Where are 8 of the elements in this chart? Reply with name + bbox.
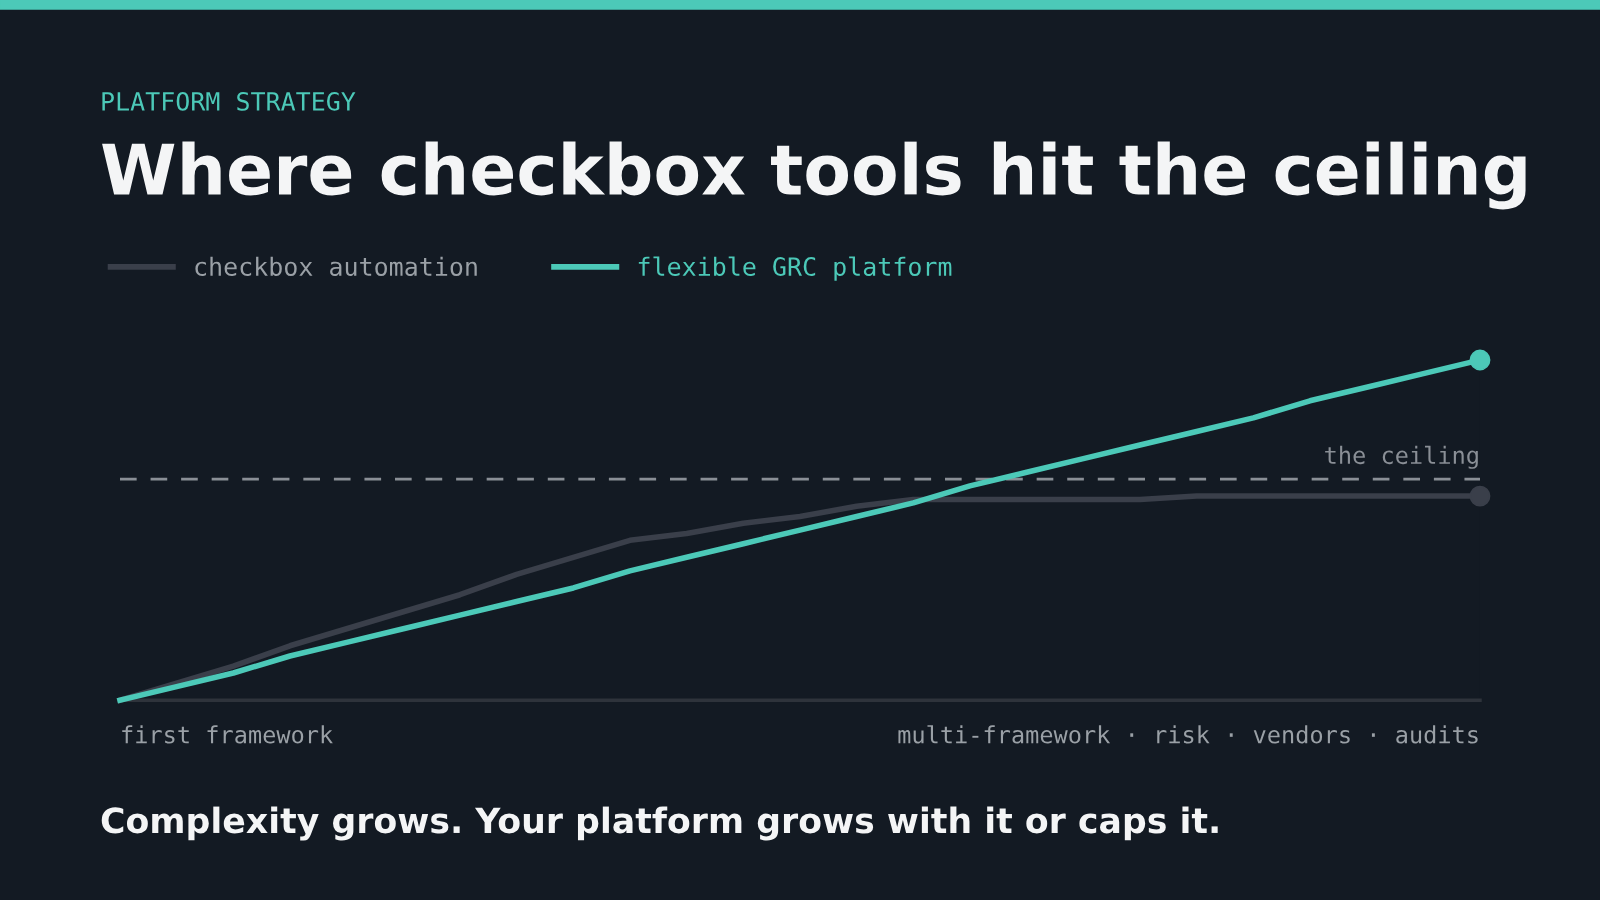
text: first framework [122,725,333,744]
ref-line-label: the ceiling [1325,445,1478,469]
text: Complexity grows. Your platform grows with it or caps it. [101,806,1218,841]
chart-subtitle: PLATFORM STRATEGY [102,91,356,111]
legend-label: flexible GRC platform [638,256,952,281]
chart-title: Where checkbox tools hit the ceiling [102,141,1526,210]
legend-label: checkbox automation [195,256,477,276]
text: multi-framework · risk · vendors · audits [898,725,1478,744]
